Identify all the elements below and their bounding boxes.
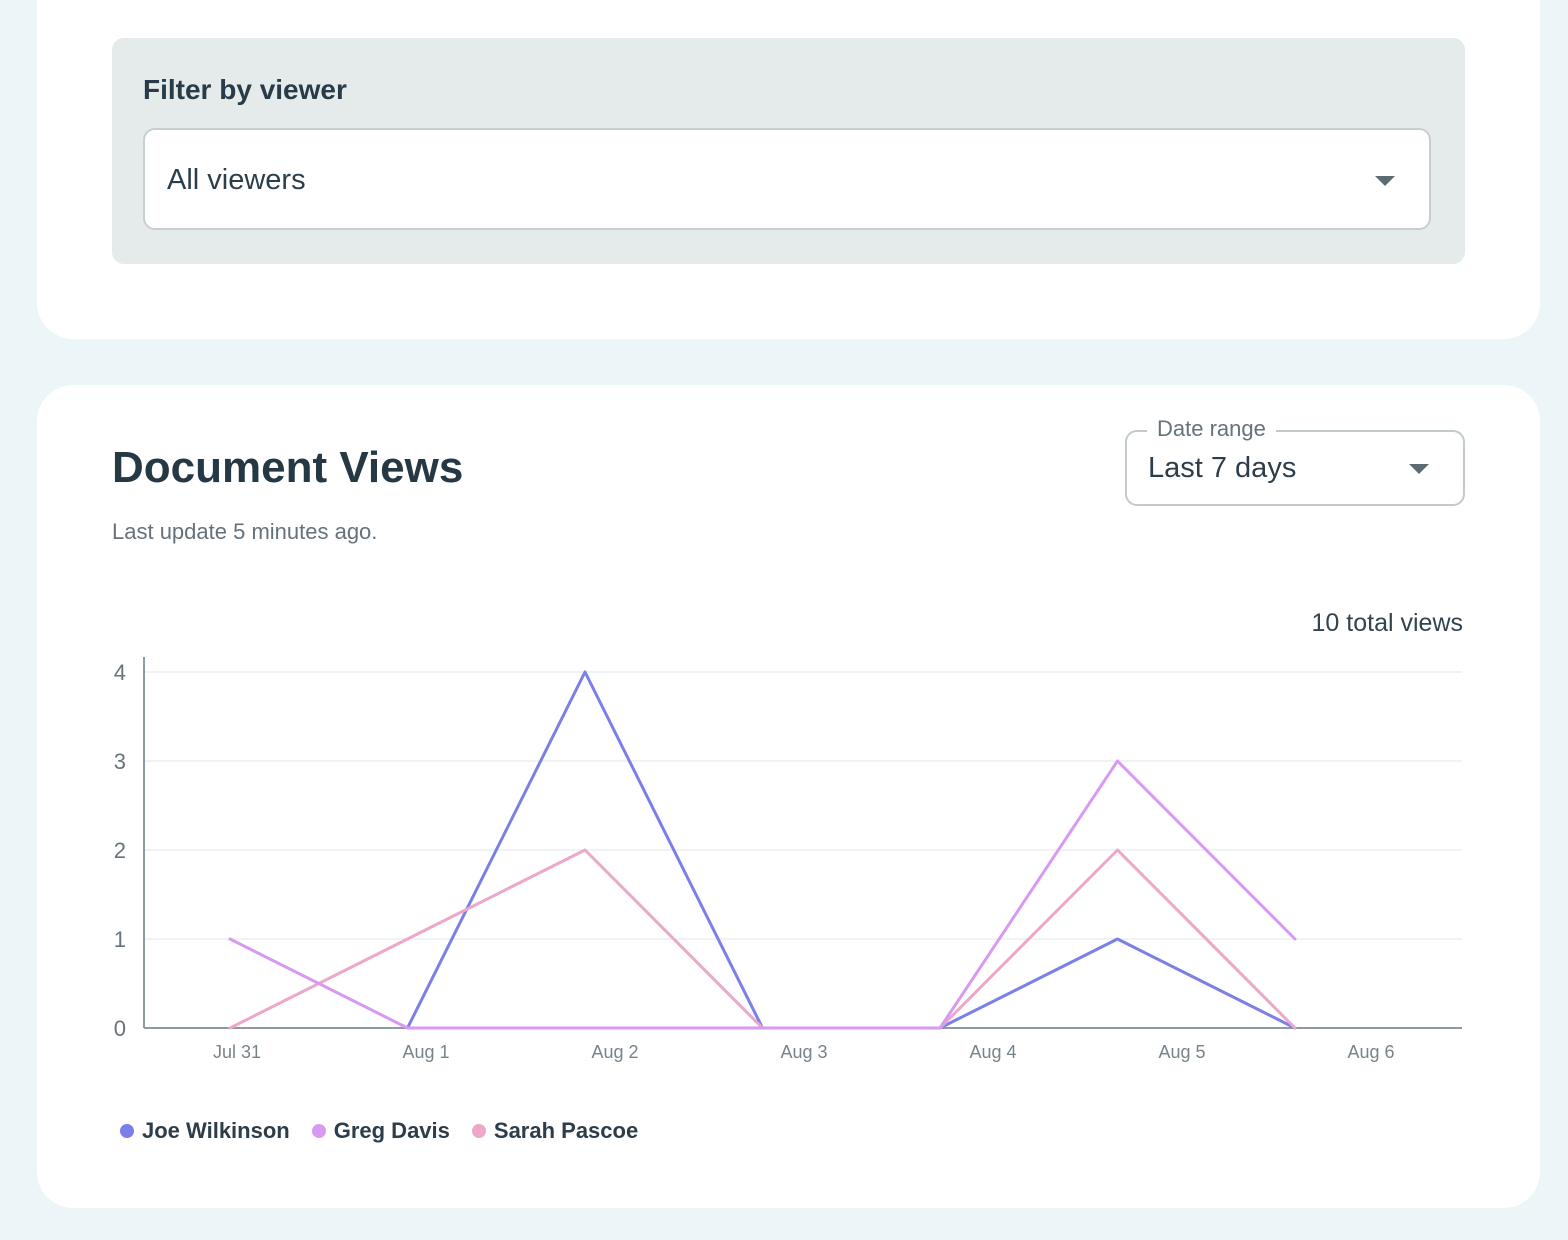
legend-label: Joe Wilkinson xyxy=(142,1118,290,1143)
chevron-down-icon[interactable] xyxy=(1409,464,1429,474)
y-tick-label: 0 xyxy=(114,1016,126,1041)
y-tick-label: 4 xyxy=(114,660,126,685)
filter-panel: Filter by viewer All viewers xyxy=(112,38,1465,264)
viewer-select[interactable]: All viewers xyxy=(143,128,1431,230)
date-range-label: Date range xyxy=(1147,416,1276,442)
date-range-select[interactable]: Date range Last 7 days xyxy=(1125,416,1465,506)
filter-card: Filter by viewer All viewers xyxy=(37,0,1540,339)
x-tick-label: Aug 2 xyxy=(591,1042,638,1062)
y-tick-label: 3 xyxy=(114,749,126,774)
chart-legend: Joe Wilkinson Greg Davis Sarah Pascoe xyxy=(120,1118,638,1144)
date-range-value: Last 7 days xyxy=(1148,452,1297,484)
chevron-down-icon[interactable] xyxy=(1375,176,1395,186)
x-tick-label: Aug 5 xyxy=(1158,1042,1205,1062)
page-title: Document Views xyxy=(112,443,464,492)
series-line-greg-davis xyxy=(228,759,1297,1030)
total-views: 10 total views xyxy=(1311,609,1463,637)
x-tick-label: Jul 31 xyxy=(213,1042,261,1062)
legend-item[interactable]: Greg Davis xyxy=(311,1118,450,1144)
legend-item[interactable]: Joe Wilkinson xyxy=(120,1118,290,1144)
y-tick-label: 2 xyxy=(114,838,126,863)
x-tick-label: Aug 3 xyxy=(780,1042,827,1062)
legend-dot-icon xyxy=(120,1124,134,1138)
filter-label: Filter by viewer xyxy=(143,74,347,105)
views-line-chart: 0 1 2 3 4 Jul 31 Aug 1 Aug 2 Aug 3 Aug 4 Aug 5 Aug … xyxy=(114,657,1462,1062)
y-tick-label: 1 xyxy=(114,927,126,952)
x-tick-label: Aug 4 xyxy=(969,1042,1016,1062)
legend-dot-icon xyxy=(471,1124,486,1138)
legend-item[interactable]: Sarah Pascoe xyxy=(471,1118,639,1144)
last-update-text: Last update 5 minutes ago. xyxy=(112,519,378,544)
legend-dot-icon xyxy=(311,1124,326,1138)
legend-label: Greg Davis xyxy=(333,1118,450,1143)
x-tick-label: Aug 1 xyxy=(402,1042,449,1062)
legend-label: Sarah Pascoe xyxy=(493,1118,639,1143)
x-tick-label: Aug 6 xyxy=(1347,1042,1394,1062)
viewer-select-value: All viewers xyxy=(167,164,306,196)
document-views-card: Document Views Last update 5 minutes ago… xyxy=(37,385,1540,1208)
